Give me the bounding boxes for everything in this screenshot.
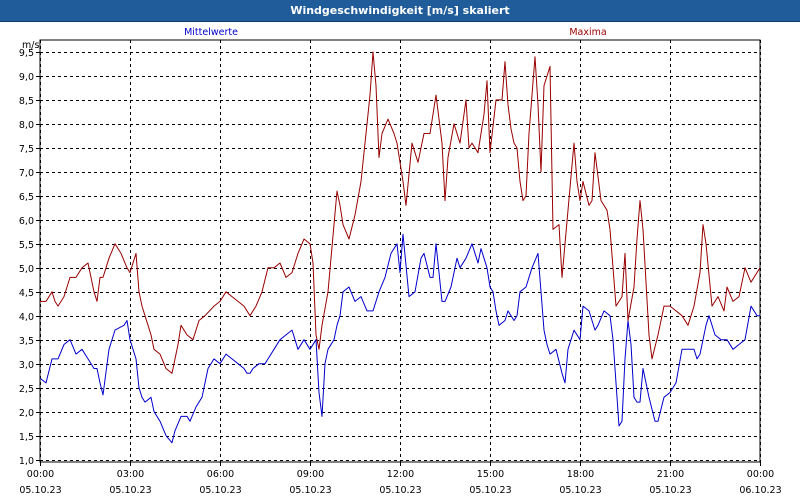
x-tick-time: 18:00	[567, 469, 594, 480]
grid	[36, 39, 761, 466]
x-tick-time: 03:00	[117, 469, 144, 480]
x-tick-time: 00:00	[747, 469, 774, 480]
y-tick-label: 3,5	[19, 336, 34, 347]
series-line-mittelwerte	[39, 233, 760, 444]
y-tick-label: 4,5	[19, 288, 34, 299]
series-lines	[39, 51, 761, 444]
x-tick-time: 15:00	[477, 469, 504, 480]
x-tick-date: 05.10.23	[649, 485, 691, 496]
y-tick-label: 7,5	[19, 144, 34, 155]
x-tick-time: 09:00	[297, 469, 324, 480]
legend: Mittelwerte Maxima	[184, 27, 607, 38]
x-tick-date: 06.10.23	[739, 485, 781, 496]
y-tick-label: 8,0	[19, 120, 34, 131]
chart-title: Windgeschwindigkeit [m/s] skaliert	[290, 4, 510, 17]
chart-title-bar: Windgeschwindigkeit [m/s] skaliert	[0, 0, 800, 22]
y-tick-label: 6,5	[19, 192, 34, 203]
x-tick-date: 05.10.23	[19, 485, 61, 496]
y-tick-label: 7,0	[19, 168, 34, 179]
x-tick-date: 05.10.23	[379, 485, 421, 496]
y-tick-label: 1,5	[19, 432, 34, 443]
x-axis-labels: 00:00 05.10.23 03:00 05.10.23 06:00 05.10.23 0…	[19, 469, 781, 496]
y-tick-label: 5,0	[19, 264, 34, 275]
x-tick-date: 05.10.23	[199, 485, 241, 496]
y-tick-label: 2,0	[19, 408, 34, 419]
x-tick-date: 05.10.23	[559, 485, 601, 496]
y-axis-unit: m/s	[22, 40, 39, 51]
y-axis-labels: 1,0 1,5 2,0 2,5 3,0 3,5 4,0 4,5 5,0 5,5 6,0 6,5 7,0 7…	[19, 48, 34, 467]
x-tick-time: 06:00	[207, 469, 234, 480]
legend-entry-mittelwerte: Mittelwerte	[184, 27, 238, 38]
legend-entry-maxima: Maxima	[569, 27, 606, 38]
x-tick-time: 21:00	[657, 469, 684, 480]
y-tick-label: 1,0	[19, 456, 34, 467]
y-tick-label: 6,0	[19, 216, 34, 227]
x-tick-date: 05.10.23	[289, 485, 331, 496]
y-tick-label: 2,5	[19, 384, 34, 395]
x-tick-date: 05.10.23	[469, 485, 511, 496]
x-tick-time: 00:00	[27, 469, 54, 480]
x-tick-date: 05.10.23	[109, 485, 151, 496]
y-tick-label: 9,0	[19, 72, 34, 83]
y-tick-label: 9,5	[19, 48, 34, 59]
y-tick-label: 4,0	[19, 312, 34, 323]
x-tick-time: 12:00	[387, 469, 414, 480]
y-tick-label: 5,5	[19, 240, 34, 251]
series-line-maxima	[40, 51, 761, 374]
y-tick-label: 3,0	[19, 360, 34, 371]
y-tick-label: 8,5	[19, 96, 34, 107]
